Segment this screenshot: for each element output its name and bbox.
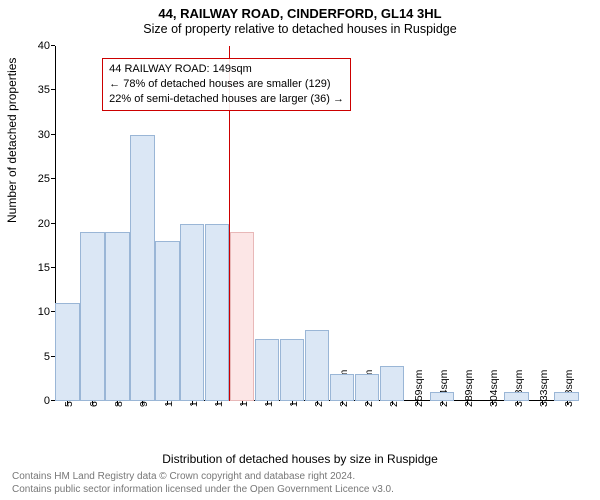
y-tick-label: 10 [38,306,55,318]
y-tick-label: 30 [38,129,55,141]
annotation-line: 22% of semi-detached houses are larger (… [109,92,344,107]
y-tick-label: 40 [38,40,55,52]
y-tick-label: 15 [38,262,55,274]
histogram-bar [330,374,354,401]
histogram-bar [80,232,104,401]
annotation-line: 44 RAILWAY ROAD: 149sqm [109,62,344,77]
histogram-bar [105,232,129,401]
y-tick-label: 0 [44,395,55,407]
histogram-bar [55,303,79,401]
y-tick-mark [51,134,55,135]
histogram-bar [380,366,404,402]
histogram-bar [180,224,204,402]
y-tick-label: 35 [38,84,55,96]
x-tick-label: 304sqm [488,370,500,407]
x-tick-label: 259sqm [413,370,425,407]
y-tick-mark [51,267,55,268]
annotation-line: ← 78% of detached houses are smaller (12… [109,77,344,92]
y-tick-mark [51,45,55,46]
histogram-bar [355,374,379,401]
footer-line-1: Contains HM Land Registry data © Crown c… [12,471,394,484]
footer-attribution: Contains HM Land Registry data © Crown c… [12,471,394,496]
plot-area: 051015202530354051sqm66sqm81sqm96sqm110s… [55,46,579,401]
chart-title: 44, RAILWAY ROAD, CINDERFORD, GL14 3HL [0,0,600,21]
histogram-bar [130,135,154,401]
histogram-bar [230,232,254,401]
y-axis-label: Number of detached properties [5,58,19,223]
y-tick-mark [51,223,55,224]
y-tick-mark [51,178,55,179]
y-tick-label: 25 [38,173,55,185]
histogram-bar [430,392,454,401]
histogram-bar [554,392,578,401]
histogram-bar [205,224,229,402]
histogram-bar [280,339,304,401]
x-tick-label: 289sqm [463,370,475,407]
histogram-bar [155,241,179,401]
x-tick-label: 318sqm [513,370,525,407]
footer-line-2: Contains public sector information licen… [12,484,394,497]
x-axis-label: Distribution of detached houses by size … [0,452,600,466]
x-tick-label: 348sqm [563,370,575,407]
histogram-bar [255,339,279,401]
x-tick-label: 274sqm [438,370,450,407]
y-tick-label: 20 [38,218,55,230]
y-tick-mark [51,89,55,90]
histogram-bar [305,330,329,401]
x-tick-label: 333sqm [538,370,550,407]
chart-subtitle: Size of property relative to detached ho… [0,21,600,36]
annotation-box: 44 RAILWAY ROAD: 149sqm← 78% of detached… [102,58,351,111]
histogram-bar [504,392,528,401]
y-tick-label: 5 [44,351,55,363]
